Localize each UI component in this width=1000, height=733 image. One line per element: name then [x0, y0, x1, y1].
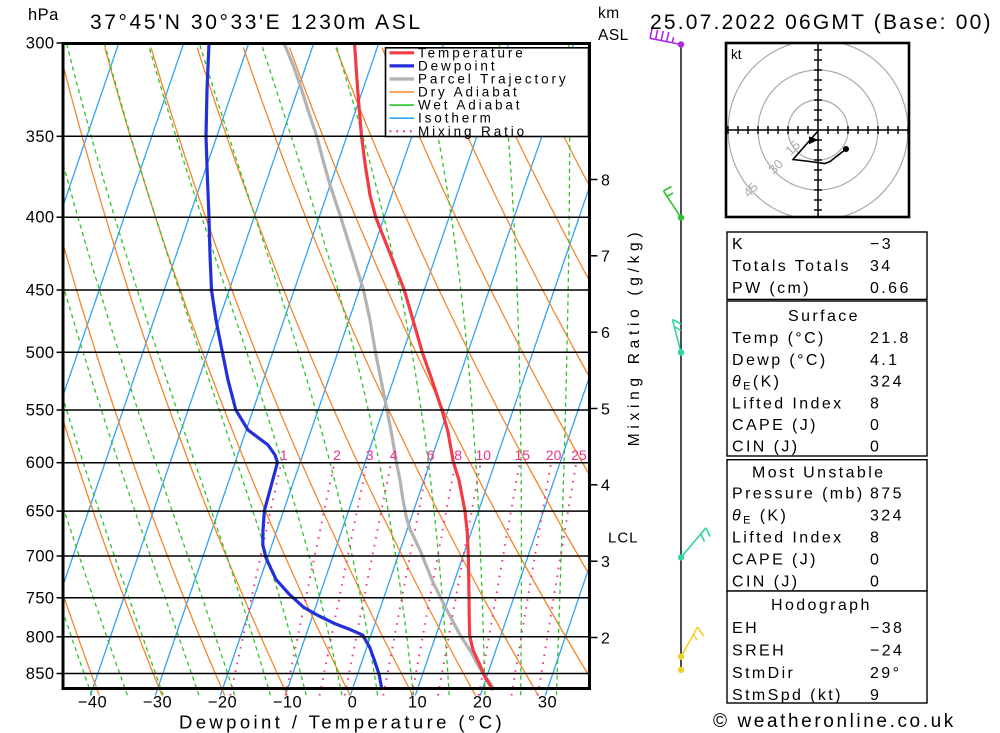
svg-text:0: 0: [870, 439, 881, 456]
svg-text:Isotherm: Isotherm: [418, 111, 494, 126]
svg-text:−40: −40: [78, 694, 108, 712]
svg-text:20: 20: [546, 447, 562, 463]
svg-text:ASL: ASL: [598, 27, 629, 44]
svg-text:9: 9: [870, 687, 881, 704]
svg-text:Dry Adiabat: Dry Adiabat: [418, 85, 520, 100]
svg-text:Pressure (mb): Pressure (mb): [732, 486, 865, 503]
svg-text:10: 10: [408, 694, 427, 712]
svg-text:Dewpoint / Temperature (°C): Dewpoint / Temperature (°C): [179, 712, 505, 733]
svg-text:Mixing Ratio: Mixing Ratio: [418, 124, 527, 139]
svg-text:6: 6: [427, 447, 435, 463]
svg-text:8: 8: [601, 172, 610, 189]
svg-text:1: 1: [280, 447, 288, 463]
svg-text:EH: EH: [732, 620, 759, 637]
svg-text:4.1: 4.1: [870, 352, 899, 369]
svg-text:StmSpd (kt): StmSpd (kt): [732, 687, 843, 704]
svg-text:300: 300: [26, 35, 55, 53]
svg-text:−10: −10: [273, 694, 303, 712]
svg-text:hPa: hPa: [28, 6, 59, 24]
svg-text:Totals Totals: Totals Totals: [732, 258, 851, 275]
svg-text:700: 700: [26, 548, 55, 566]
svg-text:34: 34: [870, 258, 893, 275]
svg-text:850: 850: [26, 665, 55, 683]
svg-text:30: 30: [538, 694, 557, 712]
svg-text:25.07.2022 06GMT (Base: 00): 25.07.2022 06GMT (Base: 00): [650, 11, 993, 34]
svg-text:650: 650: [26, 503, 55, 521]
svg-text:−30: −30: [143, 694, 173, 712]
svg-text:SREH: SREH: [732, 643, 786, 660]
svg-text:−20: −20: [208, 694, 238, 712]
svg-text:0: 0: [348, 694, 358, 712]
svg-text:CIN (J): CIN (J): [732, 439, 799, 456]
svg-text:Lifted Index: Lifted Index: [732, 530, 844, 547]
svg-text:CAPE (J): CAPE (J): [732, 417, 818, 434]
svg-text:450: 450: [26, 282, 55, 300]
svg-text:29°: 29°: [870, 665, 901, 682]
svg-text:Temp (°C): Temp (°C): [732, 330, 826, 347]
svg-text:324: 324: [870, 374, 904, 391]
svg-text:6: 6: [601, 325, 610, 342]
svg-text:Mixing Ratio (g/kg): Mixing Ratio (g/kg): [626, 228, 643, 447]
svg-text:8: 8: [454, 447, 462, 463]
svg-text:800: 800: [26, 628, 55, 646]
svg-text:θE(K): θE(K): [732, 374, 781, 393]
svg-text:© weatheronline.co.uk: © weatheronline.co.uk: [713, 711, 956, 732]
svg-text:kt: kt: [731, 47, 742, 62]
svg-text:CAPE (J): CAPE (J): [732, 552, 818, 569]
svg-text:350: 350: [26, 128, 55, 146]
svg-text:Temperature: Temperature: [418, 45, 526, 60]
svg-text:0.66: 0.66: [870, 280, 911, 297]
svg-text:20: 20: [473, 694, 492, 712]
svg-text:875: 875: [870, 486, 904, 503]
svg-text:4: 4: [601, 478, 610, 495]
svg-text:2: 2: [333, 447, 341, 463]
svg-text:Dewpoint: Dewpoint: [418, 58, 497, 73]
svg-text:−38: −38: [870, 620, 904, 637]
svg-text:0: 0: [870, 574, 881, 591]
svg-text:StmDir: StmDir: [732, 665, 795, 682]
svg-text:Surface: Surface: [788, 308, 860, 325]
svg-text:500: 500: [26, 344, 55, 362]
svg-text:25: 25: [571, 447, 587, 463]
svg-text:5: 5: [601, 401, 610, 418]
svg-text:550: 550: [26, 402, 55, 420]
svg-text:LCL: LCL: [608, 530, 639, 547]
svg-text:Dewp (°C): Dewp (°C): [732, 352, 828, 369]
svg-text:8: 8: [870, 396, 881, 413]
svg-text:10: 10: [476, 447, 492, 463]
svg-text:Lifted Index: Lifted Index: [732, 396, 844, 413]
svg-text:Hodograph: Hodograph: [771, 597, 872, 614]
svg-text:3: 3: [366, 447, 374, 463]
svg-text:−3: −3: [870, 236, 893, 253]
svg-text:8: 8: [870, 530, 881, 547]
svg-text:15: 15: [515, 447, 531, 463]
svg-text:K: K: [732, 236, 745, 253]
svg-text:750: 750: [26, 589, 55, 607]
svg-text:3: 3: [601, 554, 610, 571]
svg-text:0: 0: [870, 552, 881, 569]
svg-text:21.8: 21.8: [870, 330, 911, 347]
svg-text:−24: −24: [870, 643, 904, 660]
svg-text:600: 600: [26, 454, 55, 472]
svg-text:PW (cm): PW (cm): [732, 280, 811, 297]
svg-text:400: 400: [26, 209, 55, 227]
svg-text:CIN (J): CIN (J): [732, 574, 799, 591]
svg-text:Most Unstable: Most Unstable: [752, 465, 885, 482]
svg-text:2: 2: [601, 630, 610, 647]
svg-text:4: 4: [390, 447, 398, 463]
svg-text:km: km: [598, 5, 620, 22]
svg-text:Parcel Trajectory: Parcel Trajectory: [418, 72, 569, 87]
svg-text:Wet Adiabat: Wet Adiabat: [418, 98, 522, 113]
svg-text:θE (K): θE (K): [732, 508, 788, 527]
svg-text:324: 324: [870, 508, 904, 525]
svg-text:0: 0: [870, 417, 881, 434]
svg-text:7: 7: [601, 249, 610, 266]
svg-text:37°45'N 30°33'E 1230m ASL: 37°45'N 30°33'E 1230m ASL: [90, 11, 423, 34]
